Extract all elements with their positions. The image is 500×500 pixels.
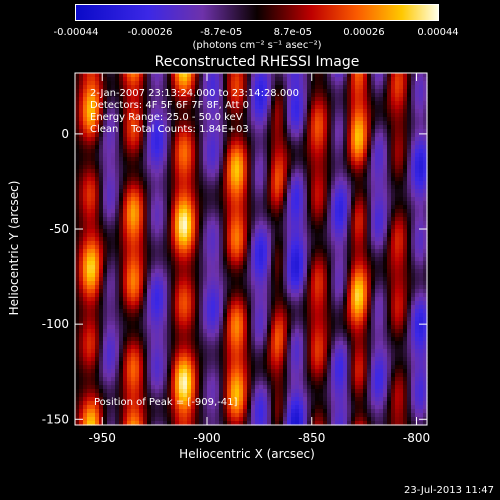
x-tick-label: -950 xyxy=(89,431,116,445)
x-tick-label: -800 xyxy=(403,431,430,445)
detectors-annotation: Detectors: 4F 5F 6F 7F 8F, Att 0 xyxy=(90,100,250,111)
colorbar-tick-label: 8.7e-05 xyxy=(273,27,312,38)
colorbar-tick-label: -0.00044 xyxy=(53,27,99,38)
y-axis-label: Heliocentric Y (arcsec) xyxy=(7,180,21,316)
colorbar-tick-label: -0.00026 xyxy=(127,27,173,38)
y-tick-label: -50 xyxy=(49,222,69,236)
y-tick-label: -150 xyxy=(42,412,69,426)
chart-title: Reconstructed RHESSI Image xyxy=(154,54,360,70)
y-tick-label: -100 xyxy=(42,317,69,331)
colorbar-tick-label: -8.7e-05 xyxy=(200,27,243,38)
x-tick-label: -850 xyxy=(298,431,325,445)
colorbar-tick-label: 0.00026 xyxy=(343,27,385,38)
colorbar-units: (photons cm⁻² s⁻¹ asec⁻²) xyxy=(192,40,322,51)
counts-annotation: Clean Total Counts: 1.84E+03 xyxy=(90,124,249,135)
x-tick-label: -900 xyxy=(193,431,220,445)
peak-position-annotation: Position of Peak = [-909,-41] xyxy=(94,397,238,408)
colorbar xyxy=(75,4,439,21)
x-axis-label: Heliocentric X (arcsec) xyxy=(179,447,315,461)
time-range-annotation: 2-Jan-2007 23:13:24.000 to 23:14:28.000 xyxy=(90,88,299,99)
heatmap-cells xyxy=(75,73,428,426)
plot-frame xyxy=(74,72,428,426)
timestamp-footer: 23-Jul-2013 11:47 xyxy=(403,485,494,496)
colorbar-tick-label: 0.00044 xyxy=(417,27,459,38)
energy-range-annotation: Energy Range: 25.0 - 50.0 keV xyxy=(90,112,243,123)
y-tick-label: 0 xyxy=(61,127,69,141)
